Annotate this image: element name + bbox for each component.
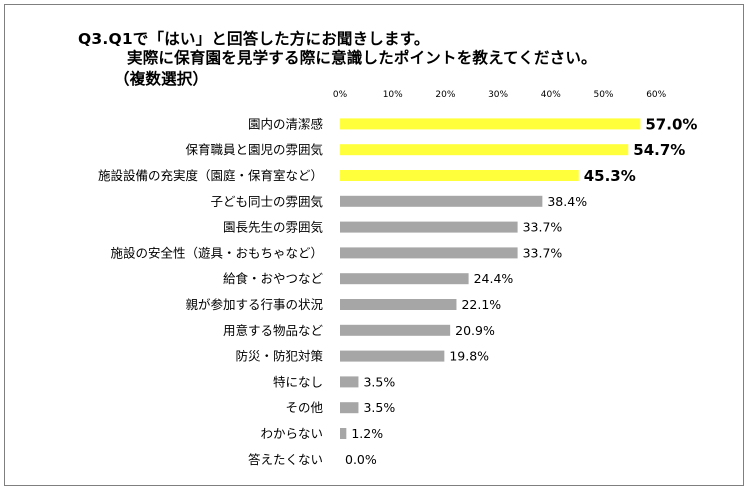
bar: [340, 273, 469, 285]
data-label: 3.5%: [363, 400, 395, 415]
data-label: 33.7%: [523, 245, 563, 260]
bar: [340, 324, 451, 336]
data-label: 33.7%: [523, 220, 563, 235]
bar: [340, 195, 543, 207]
x-tick-label: 30%: [488, 90, 508, 100]
bar: [340, 350, 445, 362]
category-label: 用意する物品など: [223, 323, 324, 338]
data-label: 3.5%: [363, 374, 395, 389]
category-label: 子ども同士の雰囲気: [210, 194, 323, 209]
x-tick-label: 20%: [435, 90, 455, 100]
chart-title-line3: （複数選択）: [114, 70, 209, 88]
bar: [340, 170, 579, 181]
chart-title-line2: 実際に保育園を見学する際に意識したポイントを教えてください。: [127, 49, 597, 67]
data-label: 45.3%: [584, 167, 636, 185]
category-label: 給食・おやつなど: [223, 271, 324, 286]
bar: [340, 144, 629, 156]
x-tick-label: 0%: [333, 90, 348, 100]
data-label: 24.4%: [474, 271, 514, 286]
x-tick-label: 40%: [541, 90, 561, 100]
x-tick-label: 50%: [593, 90, 613, 100]
data-label: 19.8%: [449, 349, 489, 364]
category-label: 答えたくない: [248, 452, 323, 467]
chart-frame: [4, 4, 744, 486]
category-label: 特になし: [273, 374, 323, 389]
bar: [340, 376, 359, 388]
bar: [340, 428, 347, 439]
data-label: 1.2%: [351, 426, 383, 441]
category-label: 親が参加する行事の状況: [185, 297, 323, 312]
x-tick-label: 60%: [646, 90, 666, 100]
bar: [340, 118, 641, 130]
bar: [340, 299, 457, 310]
category-label: 施設設備の充実度（園庭・保育室など）: [98, 168, 323, 183]
category-label: 防災・防犯対策: [235, 349, 323, 364]
category-label: わからない: [260, 426, 323, 441]
bar: [340, 247, 518, 259]
category-label: 園内の清潔感: [248, 116, 323, 131]
data-label: 0.0%: [345, 452, 377, 467]
category-label: 施設の安全性（遊具・おもちゃなど）: [110, 245, 323, 260]
x-tick-label: 10%: [383, 90, 403, 100]
category-label: その他: [285, 400, 323, 415]
category-label: 保育職員と園児の雰囲気: [185, 142, 323, 157]
data-label: 57.0%: [645, 115, 697, 133]
data-label: 38.4%: [547, 194, 587, 209]
bar: [340, 221, 518, 233]
data-label: 22.1%: [461, 297, 501, 312]
category-label: 園長先生の雰囲気: [223, 220, 323, 235]
bar: [340, 402, 359, 414]
chart-title-line1: Q3.Q1で「はい」と回答した方にお聞きします。: [78, 30, 430, 48]
data-label: 20.9%: [455, 323, 495, 338]
data-label: 54.7%: [633, 141, 685, 159]
